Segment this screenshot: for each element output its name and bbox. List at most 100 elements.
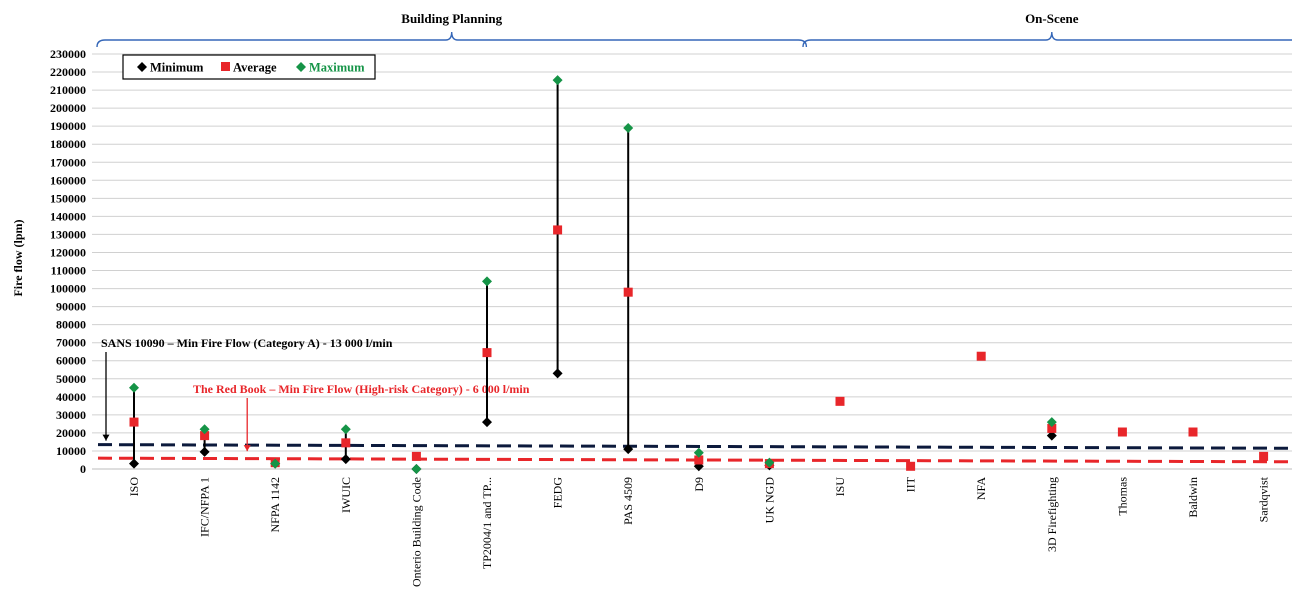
y-tick-label: 160000 <box>50 173 86 187</box>
average-marker <box>411 451 421 461</box>
average-marker <box>906 461 916 471</box>
legend-maximum-label: Maximum <box>309 61 365 75</box>
y-tick-label: 150000 <box>50 191 86 205</box>
x-tick-label: 3D Firefighting <box>1045 477 1059 552</box>
x-tick-label: D9 <box>692 477 706 492</box>
average-marker <box>1117 427 1127 437</box>
average-marker <box>553 225 563 235</box>
x-tick-label: IFC/NFPA 1 <box>198 477 212 537</box>
x-tick-label: Onterio Building Code <box>409 477 423 587</box>
maximum-marker <box>623 122 634 133</box>
x-tick-label: UK NGD <box>762 477 776 524</box>
minimum-marker <box>482 417 492 428</box>
x-tick-label: IWUIC <box>339 477 353 513</box>
x-tick-label: IIT <box>904 476 918 492</box>
y-tick-label: 30000 <box>56 408 86 422</box>
maximum-marker <box>1046 417 1057 428</box>
y-tick-label: 200000 <box>50 101 86 115</box>
y-axis-ticks: 0 10000 20000 30000 40000 50000 60000 70000 8000… <box>50 47 86 476</box>
average-marker <box>835 396 845 406</box>
x-tick-label: PAS 4509 <box>621 477 635 525</box>
average-marker <box>976 351 986 361</box>
range-lines <box>133 80 1053 467</box>
y-tick-label: 230000 <box>50 47 86 61</box>
x-tick-label: Sardqvist <box>1257 476 1271 522</box>
legend-minimum-label: Minimum <box>150 61 204 75</box>
y-tick-label: 80000 <box>56 318 86 332</box>
gridlines <box>92 53 1292 470</box>
x-axis-ticks: ISO IFC/NFPA 1 NFPA 1142 IWUIC Onterio Build… <box>127 476 1271 587</box>
x-tick-label: Baldwin <box>1186 477 1200 518</box>
y-tick-label: 60000 <box>56 354 86 368</box>
average-marker <box>1259 451 1269 461</box>
group-label: Building Planning <box>401 11 502 26</box>
legend-average-marker <box>221 62 230 71</box>
y-tick-label: 10000 <box>56 444 86 458</box>
average-marker <box>129 417 139 427</box>
average-marker <box>1188 427 1198 437</box>
y-axis-label: Fire flow (lpm) <box>11 219 25 296</box>
y-tick-label: 190000 <box>50 119 86 133</box>
category-groups: Building Planning On-Scene <box>96 11 1292 48</box>
y-tick-label: 210000 <box>50 83 86 97</box>
minimum-marker <box>129 458 139 469</box>
reference-label: SANS 10090 – Min Fire Flow (Category A) … <box>101 336 393 350</box>
y-tick-label: 130000 <box>50 227 86 241</box>
x-tick-label: NFPA 1142 <box>268 477 282 532</box>
reference-line <box>97 443 1292 450</box>
legend-maximum-marker <box>296 62 306 72</box>
reference-arrowhead <box>243 445 251 452</box>
minimum-marker <box>552 368 563 379</box>
y-tick-label: 90000 <box>56 300 86 314</box>
maximum-marker <box>340 424 351 435</box>
maximum-marker <box>129 382 139 393</box>
x-tick-label: NFA <box>974 477 988 500</box>
legend: Minimum Average Maximum <box>122 54 376 80</box>
y-tick-label: 100000 <box>50 282 86 296</box>
reference-label: The Red Book – Min Fire Flow (High-risk … <box>193 382 530 396</box>
average-marker <box>341 438 351 448</box>
x-tick-label: ISU <box>833 477 847 497</box>
group-bracket <box>96 31 808 48</box>
y-tick-label: 140000 <box>50 209 86 223</box>
minimum-marker <box>623 444 634 455</box>
maximum-marker <box>270 458 281 469</box>
y-tick-label: 50000 <box>56 372 86 386</box>
maximum-marker <box>552 75 563 86</box>
x-tick-label: TP2004/1 and TP... <box>480 477 494 569</box>
x-tick-label: ISO <box>127 477 141 497</box>
group-label: On-Scene <box>1025 11 1079 26</box>
x-tick-label: Thomas <box>1115 477 1129 516</box>
average-marker <box>200 431 210 441</box>
maximum-marker <box>482 276 492 287</box>
x-tick-label: FEDG <box>551 477 565 509</box>
legend-average-label: Average <box>233 61 277 75</box>
average-marker <box>482 348 492 358</box>
data-markers <box>129 75 1269 474</box>
y-tick-label: 170000 <box>50 155 86 169</box>
y-tick-label: 70000 <box>56 336 86 350</box>
y-tick-label: 110000 <box>51 264 86 278</box>
legend-box <box>122 54 376 80</box>
maximum-marker <box>199 424 210 435</box>
y-tick-label: 0 <box>80 462 86 476</box>
reference-arrowhead <box>102 434 110 441</box>
maximum-marker <box>693 447 704 458</box>
legend-minimum-marker <box>137 62 147 72</box>
maximum-marker <box>764 457 775 468</box>
reference-lines: SANS 10090 – Min Fire Flow (Category A) … <box>97 336 1292 464</box>
y-tick-label: 120000 <box>50 245 86 259</box>
y-tick-label: 40000 <box>56 390 86 404</box>
y-tick-label: 180000 <box>50 137 86 151</box>
average-marker <box>694 455 704 465</box>
average-marker <box>623 287 633 297</box>
minimum-marker <box>340 454 351 465</box>
minimum-marker <box>199 446 210 457</box>
group-bracket <box>802 31 1292 48</box>
minimum-marker <box>1046 430 1057 441</box>
y-tick-label: 20000 <box>56 426 86 440</box>
maximum-marker <box>411 464 422 474</box>
y-tick-label: 220000 <box>50 65 86 79</box>
average-marker <box>1047 423 1057 433</box>
